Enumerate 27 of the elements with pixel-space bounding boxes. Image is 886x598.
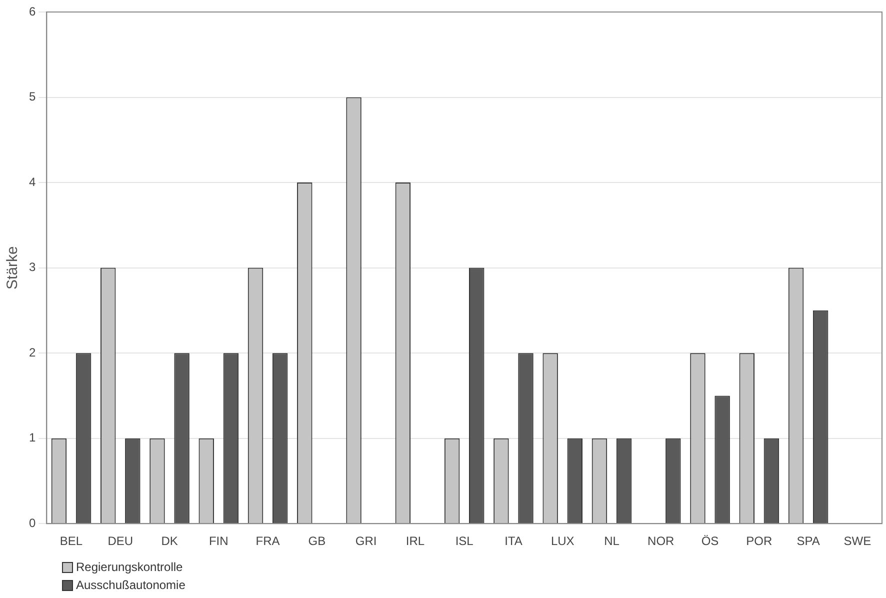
x-tick-label: ISL (455, 534, 474, 548)
x-tick-label: LUX (550, 534, 574, 548)
y-tick-label: 1 (28, 430, 36, 445)
x-tick-label: ÖS (701, 534, 719, 548)
legend-label: Regierungskontrolle (76, 560, 183, 574)
x-tick-label: DK (161, 534, 178, 548)
x-tick-label: NOR (648, 534, 675, 548)
x-tick-label: FRA (256, 534, 280, 548)
x-tick-label: GB (308, 534, 326, 548)
x-tick-label: BEL (60, 534, 83, 548)
x-tick-label: NL (604, 534, 620, 548)
x-tick-label: FIN (208, 534, 228, 548)
y-tick-label: 3 (28, 260, 36, 274)
x-tick-label: ITA (504, 534, 522, 548)
y-tick-label: 2 (28, 345, 36, 360)
y-tick-label: 5 (28, 90, 36, 104)
x-tick-label: IRL (406, 534, 425, 548)
x-tick-label: GRI (355, 534, 377, 548)
y-tick-label: 0 (28, 516, 36, 530)
y-tick-label: 4 (28, 174, 36, 189)
x-tick-label: SPA (796, 534, 820, 548)
x-tick-label: SWE (844, 534, 872, 548)
x-tick-label: POR (746, 534, 772, 548)
y-tick-label: 6 (28, 4, 36, 18)
y-axis-title: Stärke (4, 246, 22, 290)
x-tick-label: DEU (108, 534, 134, 548)
legend-label: Ausschußautonomie (76, 578, 186, 592)
